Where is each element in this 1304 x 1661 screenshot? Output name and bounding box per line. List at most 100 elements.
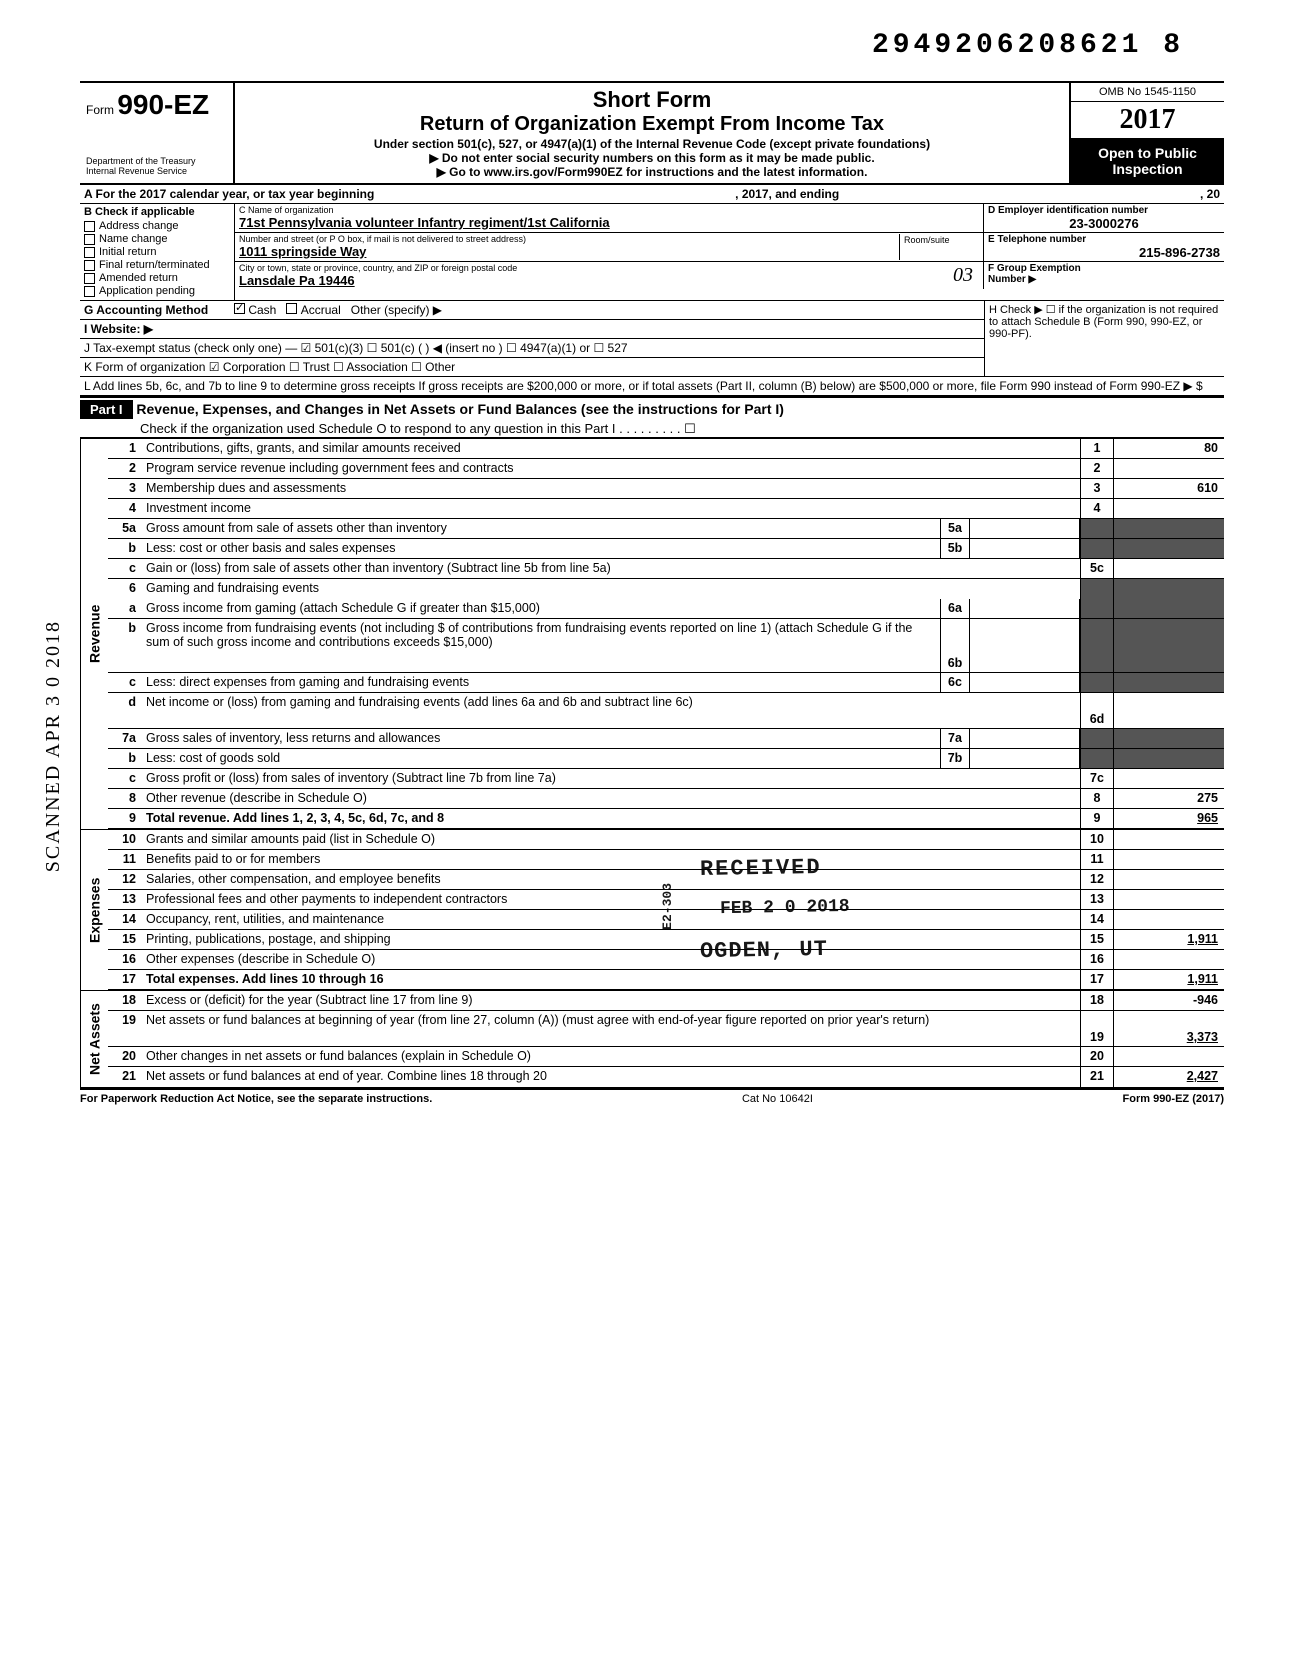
line4-val <box>1114 499 1224 518</box>
line17-rnum: 17 <box>1080 970 1114 989</box>
line6-rvshade <box>1114 579 1224 599</box>
barcode-number: 2949206208621 8 <box>80 30 1224 61</box>
section-e-label: E Telephone number <box>988 234 1220 245</box>
omb-number: OMB No 1545-1150 <box>1071 83 1224 102</box>
tax-year: 2017 <box>1071 102 1224 139</box>
chk-cash[interactable] <box>234 303 245 314</box>
line6a-num: a <box>108 599 142 618</box>
line10-num: 10 <box>108 830 142 849</box>
chk-name-change[interactable] <box>84 234 95 245</box>
line2-desc: Program service revenue including govern… <box>142 459 1080 478</box>
line4-desc: Investment income <box>142 499 1080 518</box>
line6c-rvshade <box>1114 673 1224 692</box>
row-i: I Website: ▶ <box>80 320 984 339</box>
line7c-val <box>1114 769 1224 788</box>
line9-rnum: 9 <box>1080 809 1114 828</box>
line5b-mv <box>970 539 1080 558</box>
lbl-name-change: Name change <box>99 233 168 245</box>
line19-num: 19 <box>108 1011 142 1046</box>
row-a-prefix: A For the 2017 calendar year, or tax yea… <box>84 187 374 201</box>
line20-rnum: 20 <box>1080 1047 1114 1066</box>
line5b-rshade <box>1080 539 1114 558</box>
title-line1: Short Form <box>243 87 1061 113</box>
lbl-accrual: Accrual <box>301 303 341 317</box>
footer: For Paperwork Reduction Act Notice, see … <box>80 1089 1224 1108</box>
lbl-final-return: Final return/terminated <box>99 259 210 271</box>
line6b-num: b <box>108 619 142 672</box>
line4-num: 4 <box>108 499 142 518</box>
line15-rnum: 15 <box>1080 930 1114 949</box>
line20-desc: Other changes in net assets or fund bala… <box>142 1047 1080 1066</box>
line8-desc: Other revenue (describe in Schedule O) <box>142 789 1080 808</box>
form-header: Form 990-EZ Department of the Treasury I… <box>80 81 1224 185</box>
line7a-desc: Gross sales of inventory, less returns a… <box>142 729 940 748</box>
line17-desc: Total expenses. Add lines 10 through 16 <box>142 970 1080 989</box>
line1-rnum: 1 <box>1080 439 1114 458</box>
line15-num: 15 <box>108 930 142 949</box>
line7a-mv <box>970 729 1080 748</box>
revenue-section: Revenue 1Contributions, gifts, grants, a… <box>80 438 1224 829</box>
ein-value: 23-3000276 <box>988 216 1220 231</box>
line19-val: 3,373 <box>1114 1011 1224 1046</box>
line14-val <box>1114 910 1224 929</box>
row-l: L Add lines 5b, 6c, and 7b to line 9 to … <box>80 377 1224 396</box>
net-assets-sidelabel: Net Assets <box>80 991 108 1087</box>
chk-amended-return[interactable] <box>84 273 95 284</box>
line12-num: 12 <box>108 870 142 889</box>
row-k: K Form of organization ☑ Corporation ☐ T… <box>80 358 984 376</box>
line6-num: 6 <box>108 579 142 599</box>
line13-num: 13 <box>108 890 142 909</box>
line5b-mn: 5b <box>940 539 970 558</box>
chk-address-change[interactable] <box>84 221 95 232</box>
line7b-rshade <box>1080 749 1114 768</box>
chk-accrual[interactable] <box>286 303 297 314</box>
line14-desc: Occupancy, rent, utilities, and maintena… <box>142 910 1080 929</box>
line6a-mv <box>970 599 1080 618</box>
department: Department of the Treasury Internal Reve… <box>86 157 227 177</box>
line5c-val <box>1114 559 1224 578</box>
line18-desc: Excess or (deficit) for the year (Subtra… <box>142 991 1080 1010</box>
line2-val <box>1114 459 1224 478</box>
line13-val <box>1114 890 1224 909</box>
line8-val: 275 <box>1114 789 1224 808</box>
row-a-mid: , 2017, and ending <box>735 187 839 201</box>
line18-num: 18 <box>108 991 142 1010</box>
line6a-mn: 6a <box>940 599 970 618</box>
line11-val <box>1114 850 1224 869</box>
line19-rnum: 19 <box>1080 1011 1114 1046</box>
note1: ▶ Do not enter social security numbers o… <box>243 151 1061 165</box>
line6-desc: Gaming and fundraising events <box>142 579 1080 599</box>
line7b-mn: 7b <box>940 749 970 768</box>
line6-rshade <box>1080 579 1114 599</box>
line5a-num: 5a <box>108 519 142 538</box>
lbl-other-specify: Other (specify) ▶ <box>351 303 442 317</box>
org-name: 71st Pennsylvania volunteer Infantry reg… <box>239 215 979 230</box>
line12-desc: Salaries, other compensation, and employ… <box>142 870 1080 889</box>
line5c-desc: Gain or (loss) from sale of assets other… <box>142 559 1080 578</box>
line7b-rvshade <box>1114 749 1224 768</box>
line7b-desc: Less: cost of goods sold <box>142 749 940 768</box>
line13-rnum: 13 <box>1080 890 1114 909</box>
line5b-num: b <box>108 539 142 558</box>
chk-final-return[interactable] <box>84 260 95 271</box>
part1-sub: Check if the organization used Schedule … <box>80 421 1224 438</box>
form-number: 990-EZ <box>117 89 209 120</box>
line6c-mn: 6c <box>940 673 970 692</box>
room-suite-label: Room/suite <box>904 235 975 245</box>
line1-num: 1 <box>108 439 142 458</box>
line7a-num: 7a <box>108 729 142 748</box>
chk-initial-return[interactable] <box>84 247 95 258</box>
line14-rnum: 14 <box>1080 910 1114 929</box>
line6b-desc: Gross income from fundraising events (no… <box>142 619 940 672</box>
line5a-mv <box>970 519 1080 538</box>
title-line2: Return of Organization Exempt From Incom… <box>243 113 1061 136</box>
lbl-application-pending: Application pending <box>99 285 195 297</box>
line1-val: 80 <box>1114 439 1224 458</box>
chk-application-pending[interactable] <box>84 286 95 297</box>
line6c-rshade <box>1080 673 1114 692</box>
row-a-suffix: , 20 <box>1200 187 1220 201</box>
addr-label: Number and street (or P O box, if mail i… <box>239 234 899 244</box>
line6d-desc: Net income or (loss) from gaming and fun… <box>142 693 1080 728</box>
line7a-mn: 7a <box>940 729 970 748</box>
footer-left: For Paperwork Reduction Act Notice, see … <box>80 1093 432 1105</box>
